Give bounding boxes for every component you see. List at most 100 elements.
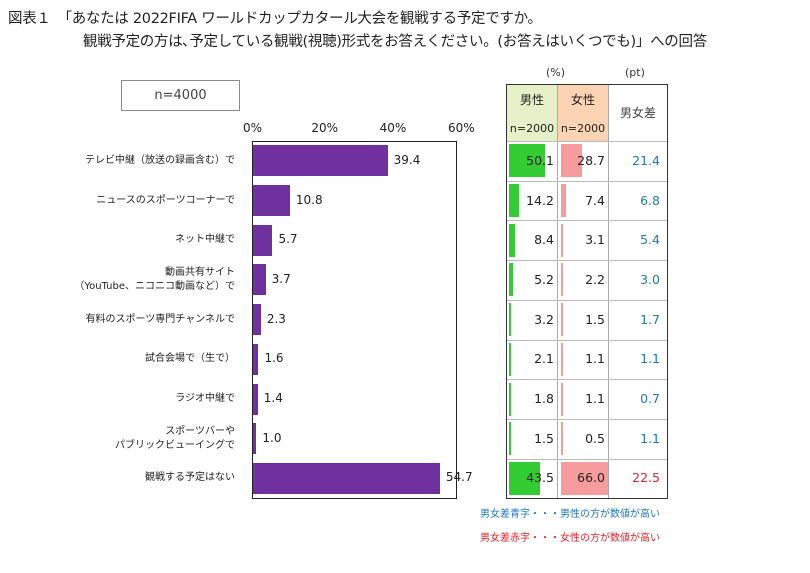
female-value: 1.1 [585,391,605,407]
male-header-cell [507,85,557,141]
x-tick-label: 20% [311,121,338,135]
male-bar [509,342,511,376]
point-unit: (pt) [625,66,645,79]
female-value: 2.2 [585,271,605,287]
bar-value-label: 10.8 [295,192,323,207]
diff-value: 6.8 [640,192,660,208]
figure-title-line1: 図表１ 「あなたは 2022FIFA ワールドカップカタール大会を観戦する予定で… [8,11,542,27]
row-divider [507,180,667,182]
female-bar [561,223,564,257]
diff-value: 1.1 [640,351,660,367]
bar-value-label: 54.7 [445,470,473,485]
diff-value: 1.7 [640,311,660,327]
male-value: 8.4 [534,232,554,248]
gender-table [506,84,668,499]
percent-unit: (%) [546,66,566,79]
category-label: テレビ中継（放送の録画含む）で [85,154,235,166]
male-bar [509,461,541,495]
male-bar [509,303,512,337]
note-blue: 男女差青字・・・男性の方が数値が高い [480,509,660,520]
row-divider [507,141,667,142]
category-label: ニュースのスポーツコーナーで [96,194,235,206]
male-header-label: 男性 [519,93,544,107]
female-header-label: 女性 [570,93,595,107]
bar [253,264,266,296]
diff-value: 21.4 [632,152,660,168]
category-label: ラジオ中継で [175,393,235,405]
female-bar [561,303,563,337]
female-value: 7.4 [585,192,605,208]
bar-value-label: 2.3 [266,311,286,326]
bar [253,304,261,336]
male-bar [509,263,513,297]
female-value: 0.5 [585,430,605,446]
row-divider [507,379,667,381]
category-label: ネット中継で [175,234,235,246]
bar-value-label: 1.6 [264,351,284,366]
female-bar [561,382,563,416]
row-divider [507,339,667,341]
male-value: 3.2 [534,311,554,327]
table-divider [557,85,558,498]
male-bar [509,382,511,416]
row-divider [507,220,667,222]
male-value: 2.1 [534,351,554,367]
female-value: 1.5 [585,311,605,327]
bar [253,423,257,455]
diff-value: 22.5 [632,470,660,486]
female-sample-size: n=2000 [560,122,606,135]
male-value: 5.2 [534,271,554,287]
male-sample-size: n=2000 [509,122,555,135]
x-tick-label: 60% [448,121,475,135]
figure-title-line2: 観戦予定の方は､予定している観戦(視聴)形式をお答えください。(お答えはいくつで… [83,34,707,50]
female-value: 1.1 [585,351,605,367]
male-value: 1.8 [534,391,554,407]
category-label: スポーツバーや パブリックビューイングで [115,425,235,451]
plot-area [252,141,457,499]
male-bar [509,223,515,257]
male-value: 43.5 [526,470,554,486]
female-bar [561,461,609,495]
row-divider [507,260,667,262]
female-bar [561,263,563,297]
bar-value-label: 5.7 [278,232,298,247]
diff-value: 0.7 [640,391,660,407]
male-bar [509,184,520,218]
diff-value: 5.4 [640,232,660,248]
female-bar [561,342,563,376]
bar-value-label: 1.0 [262,430,282,445]
male-value: 14.2 [526,192,554,208]
diff-value: 1.1 [640,430,660,446]
bar-value-label: 1.4 [263,391,283,406]
female-value: 28.7 [577,152,605,168]
x-tick-label: 0% [243,121,263,135]
female-value: 66.0 [577,470,605,486]
x-tick-label: 40% [379,121,407,135]
category-label: 試合会場で（生で） [145,353,235,365]
female-bar [561,422,563,456]
table-divider [608,85,609,498]
bar [253,383,258,415]
row-divider [507,458,667,460]
diff-header-label: 男女差 [619,106,656,120]
male-bar [509,144,545,178]
row-divider [507,299,667,301]
bar [253,145,388,177]
note-red: 男女差赤字・・・女性の方が数値が高い [480,533,660,544]
male-value: 1.5 [534,430,554,446]
bar [253,462,440,494]
female-bar [561,144,582,178]
category-label: 観戦する予定はない [145,472,235,484]
bar-value-label: 3.7 [271,271,291,286]
male-value: 50.1 [526,152,554,168]
male-bar [509,422,511,456]
bar [253,343,259,375]
female-header-cell [558,85,608,141]
diff-value: 3.0 [640,271,660,287]
row-divider [507,418,667,420]
bar [253,224,273,256]
bar-value-label: 39.4 [393,152,421,167]
category-label: 動画共有サイト （YouTube、ニコニコ動画など）で [74,266,235,292]
bar [253,185,290,217]
sample-size-box: n=4000 [121,80,240,111]
